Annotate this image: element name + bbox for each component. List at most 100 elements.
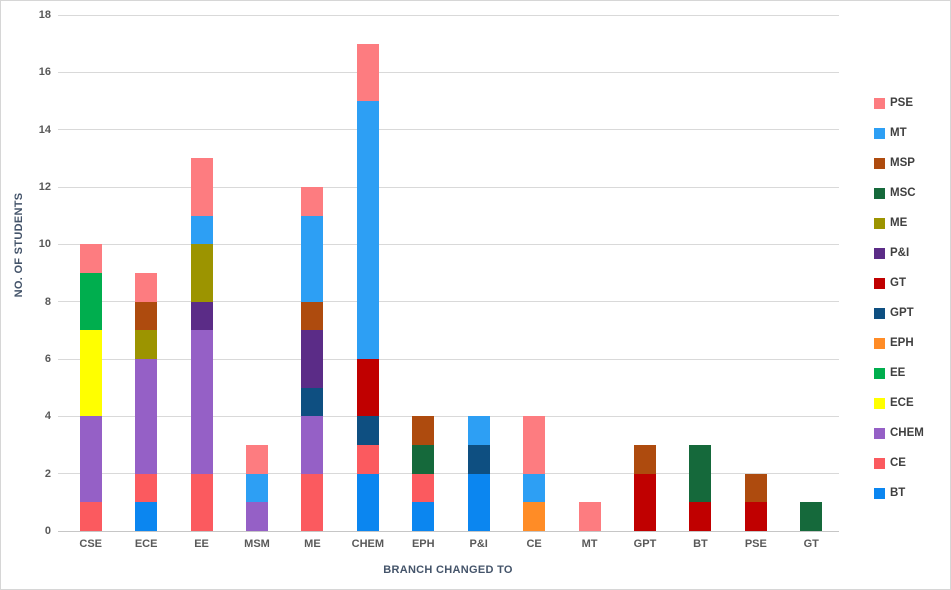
x-category-label-cse: CSE xyxy=(79,538,103,550)
bar-segment-ce-mt xyxy=(523,473,546,503)
y-tick-label: 14 xyxy=(38,123,51,136)
gridline xyxy=(58,14,839,16)
x-category-label-chem: CHEM xyxy=(351,538,385,550)
x-category-label-ece: ECE xyxy=(134,538,158,550)
legend-item-bt: BT xyxy=(874,478,949,508)
bar-segment-ece-chem xyxy=(135,359,158,474)
y-tick-label: 10 xyxy=(38,238,51,251)
legend-label: ECE xyxy=(890,397,914,409)
gridline xyxy=(58,358,839,360)
bar-segment-me-p-i xyxy=(301,330,324,388)
bar-segment-ce-eph xyxy=(523,502,546,531)
legend-swatch-icon xyxy=(874,247,885,259)
bar-segment-ee-p-i xyxy=(190,301,213,331)
x-category-label-gt: GT xyxy=(803,538,819,550)
legend-item-msp: MSP xyxy=(874,148,949,178)
legend-item-me: ME xyxy=(874,208,949,238)
bar-segment-ece-me xyxy=(135,330,158,359)
x-category-label-gpt: GPT xyxy=(633,538,657,550)
legend-swatch-icon xyxy=(874,337,885,349)
bar-segment-chem-pse xyxy=(356,43,379,101)
bar-segment-mt-pse xyxy=(578,502,601,531)
bar-segment-ee-ce xyxy=(190,473,213,531)
bar-segment-ee-chem xyxy=(190,330,213,474)
x-category-label-me: ME xyxy=(304,538,321,550)
legend-label: CHEM xyxy=(890,427,924,439)
bar-segment-ee-pse xyxy=(190,158,213,216)
gridline xyxy=(58,415,839,417)
bar-segment-ee-me xyxy=(190,244,213,302)
x-category-label-msm: MSM xyxy=(244,538,270,550)
legend-label: MSC xyxy=(890,187,916,199)
legend-swatch-icon xyxy=(874,487,885,499)
y-tick-label: 16 xyxy=(38,66,51,79)
bar-segment-eph-msp xyxy=(412,416,435,445)
x-category-label-ee: EE xyxy=(194,538,209,550)
y-tick-label: 8 xyxy=(44,295,51,308)
bar-segment-me-chem xyxy=(301,416,324,474)
bar-segment-bt-gt xyxy=(689,502,712,531)
legend-item-gt: GT xyxy=(874,268,949,298)
bar-segment-bt-msc xyxy=(689,445,712,503)
x-category-label-pse: PSE xyxy=(744,538,767,550)
y-tick-label: 4 xyxy=(44,410,51,423)
bar-segment-gt-msc xyxy=(800,502,823,531)
gridline xyxy=(58,129,839,131)
bar-segment-pse-msp xyxy=(744,473,767,503)
legend-label: P&I xyxy=(890,247,910,259)
x-category-label-ce: CE xyxy=(526,538,542,550)
bar-segment-gpt-msp xyxy=(634,445,656,474)
bar-segment-me-gpt xyxy=(301,387,324,417)
bar-segment-eph-msc xyxy=(412,445,435,474)
legend-swatch-icon xyxy=(874,127,885,139)
legend-swatch-icon xyxy=(874,457,885,469)
bar-segment-chem-gpt xyxy=(356,416,379,445)
bar-segment-ece-ce xyxy=(135,473,158,503)
legend-label: MSP xyxy=(890,157,915,169)
bar-segment-eph-ce xyxy=(412,473,435,503)
legend-label: BT xyxy=(890,487,906,499)
bar-segment-ee-mt xyxy=(190,215,213,245)
y-tick-label: 2 xyxy=(44,467,51,480)
legend-label: PSE xyxy=(890,97,914,109)
legend-label: GPT xyxy=(890,307,914,319)
legend-swatch-icon xyxy=(874,367,885,379)
x-axis-title: BRANCH CHANGED TO xyxy=(383,564,513,576)
gridline xyxy=(58,473,839,475)
legend: PSE MT MSP MSC ME P&I GT GPT EPH EE ECE CHEM CE BT xyxy=(874,88,949,508)
bar-segment-ece-bt xyxy=(135,502,158,531)
gridline xyxy=(58,71,839,73)
bar-segment-ece-pse xyxy=(135,273,158,302)
bar-segment-p-i-mt xyxy=(467,416,490,445)
bar-segment-chem-gt xyxy=(356,359,379,417)
bar-segment-cse-ee xyxy=(79,273,102,331)
bar-segment-cse-chem xyxy=(79,416,102,503)
bar-segment-chem-ce xyxy=(356,445,379,474)
legend-swatch-icon xyxy=(874,217,885,229)
bar-segment-chem-mt xyxy=(356,101,379,359)
legend-label: ME xyxy=(890,217,908,229)
bar-segment-eph-bt xyxy=(412,502,435,531)
legend-item-pse: PSE xyxy=(874,88,949,118)
gridline xyxy=(58,301,839,303)
legend-item-msc: MSC xyxy=(874,178,949,208)
legend-item-ee: EE xyxy=(874,358,949,388)
legend-label: MT xyxy=(890,127,907,139)
bar-segment-msm-chem xyxy=(246,502,268,531)
x-category-label-eph: EPH xyxy=(411,538,435,550)
bar-segment-ce-pse xyxy=(523,416,546,474)
legend-label: CE xyxy=(890,457,906,469)
bar-segment-cse-ce xyxy=(79,502,102,531)
bar-segment-pse-gt xyxy=(744,502,767,531)
y-tick-label: 6 xyxy=(44,353,51,365)
legend-item-p-i: P&I xyxy=(874,238,949,268)
legend-item-eph: EPH xyxy=(874,328,949,358)
legend-item-ece: ECE xyxy=(874,388,949,418)
legend-swatch-icon xyxy=(874,97,885,109)
bar-segment-ece-msp xyxy=(135,301,158,331)
bar-segment-msm-pse xyxy=(246,445,268,474)
legend-item-gpt: GPT xyxy=(874,298,949,328)
bar-segment-p-i-gpt xyxy=(467,445,490,474)
